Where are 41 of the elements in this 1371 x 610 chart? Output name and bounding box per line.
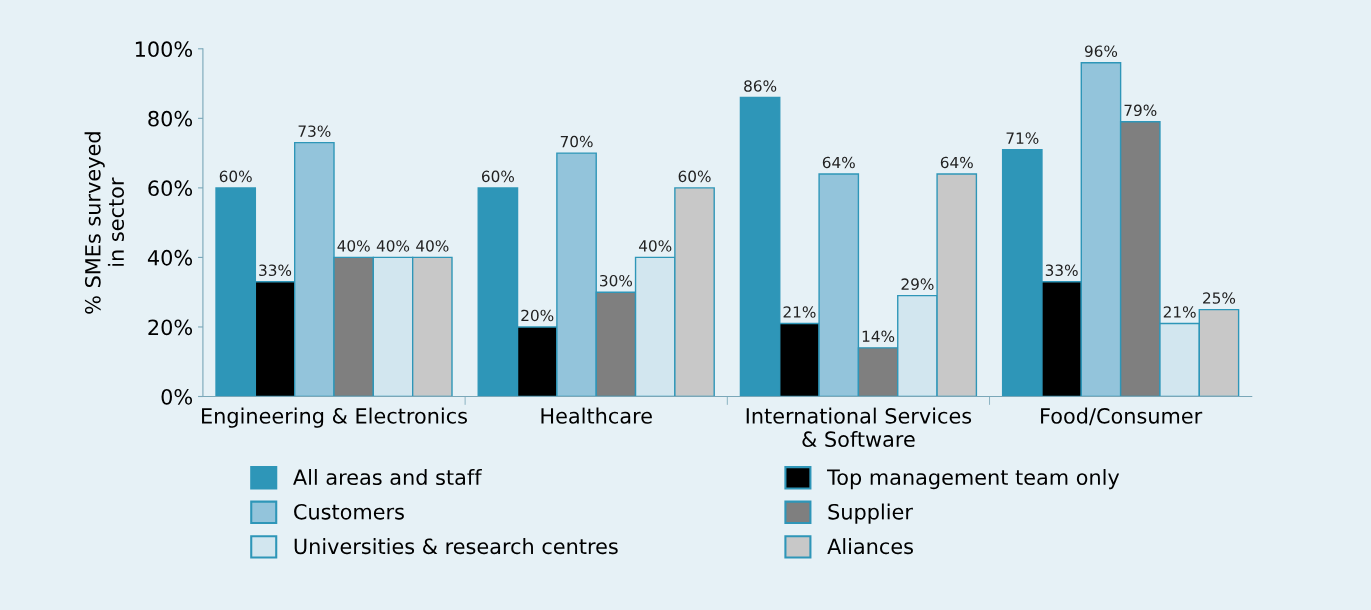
y-tick-label: 80% (148, 110, 193, 127)
data-label: 40% (416, 240, 449, 252)
data-label: 29% (901, 278, 934, 290)
legend-label: Top management team only (827, 468, 1120, 490)
data-label: 64% (940, 156, 973, 169)
data-label: 25% (1203, 292, 1236, 304)
data-label: 14% (862, 330, 895, 343)
y-tick-label: 100% (135, 41, 193, 58)
data-label: 70% (560, 135, 593, 148)
data-label: 64% (822, 156, 855, 169)
x-tick-label: Engineering & Electronics (202, 407, 467, 428)
data-label: 60% (481, 170, 515, 183)
x-tick-label: Healthcare (541, 407, 652, 424)
legend-label: Supplier (828, 503, 913, 524)
legend-label: Aliances (827, 538, 913, 555)
data-label: 73% (298, 125, 331, 137)
data-label: 40% (337, 240, 370, 252)
data-label: 71% (1006, 132, 1039, 144)
data-label: 40% (376, 240, 410, 252)
y-axis-title: % SMEs surveyed in sector (84, 132, 125, 314)
data-label: 20% (521, 309, 554, 322)
data-label: 33% (259, 264, 292, 277)
data-label: 33% (1045, 264, 1078, 277)
data-label: 79% (1124, 104, 1157, 117)
data-label: 30% (600, 274, 633, 287)
data-label: 21% (783, 306, 816, 318)
legend-label: Universities & research centres (294, 538, 618, 555)
y-tick-label: 0% (161, 388, 193, 405)
data-label: 21% (1163, 306, 1196, 318)
y-tick-label: 40% (147, 249, 193, 266)
data-label: 40% (638, 240, 672, 252)
legend-label: Customers (294, 503, 404, 520)
data-label: 96% (1084, 45, 1118, 57)
data-label: 60% (219, 170, 252, 183)
data-label: 60% (678, 170, 711, 183)
data-label: 86% (744, 80, 777, 92)
x-tick-label: Food/Consumer (1041, 407, 1203, 426)
y-tick-label: 60% (148, 180, 193, 197)
legend-label: All areas and staff (293, 468, 482, 486)
x-tick-label: International Services & Software (746, 407, 972, 448)
y-tick-label: 20% (148, 319, 193, 336)
